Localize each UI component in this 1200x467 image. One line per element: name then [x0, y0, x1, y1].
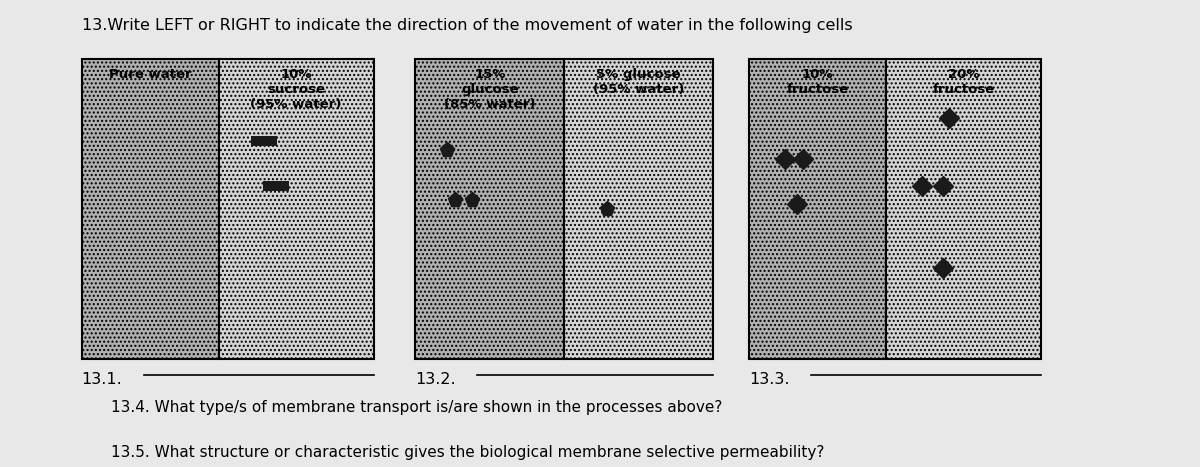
Bar: [415, 59, 564, 359]
Text: 5% glucose
(95% water): 5% glucose (95% water): [593, 68, 684, 96]
Bar: [886, 59, 1040, 359]
Text: Pure water: Pure water: [109, 68, 192, 81]
Text: 13.5. What structure or characteristic gives the biological membrane selective p: 13.5. What structure or characteristic g…: [112, 445, 824, 460]
Text: 15%
glucose
(85% water): 15% glucose (85% water): [444, 68, 535, 111]
Bar: [564, 59, 713, 359]
Text: 10%
fructose: 10% fructose: [786, 68, 848, 96]
Bar: [218, 59, 373, 359]
Text: 13.4. What type/s of membrane transport is/are shown in the processes above?: 13.4. What type/s of membrane transport …: [112, 400, 722, 415]
Bar: [749, 59, 886, 359]
Text: 13.2.: 13.2.: [415, 372, 456, 387]
Bar: [263, 181, 289, 191]
Text: 10%
sucrose
(95% water): 10% sucrose (95% water): [251, 68, 342, 111]
Bar: [251, 135, 277, 146]
Text: 13.3.: 13.3.: [749, 372, 790, 387]
Text: 20%
fructose: 20% fructose: [932, 68, 995, 96]
Bar: [82, 59, 218, 359]
Text: 13.Write LEFT or RIGHT to indicate the direction of the movement of water in the: 13.Write LEFT or RIGHT to indicate the d…: [82, 18, 852, 33]
Text: 13.1.: 13.1.: [82, 372, 122, 387]
